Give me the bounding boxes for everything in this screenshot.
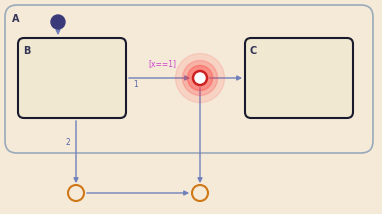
Circle shape (193, 71, 207, 85)
Circle shape (68, 185, 84, 201)
Circle shape (175, 54, 225, 103)
Text: C: C (250, 46, 257, 56)
Text: 1: 1 (133, 80, 138, 89)
Circle shape (192, 185, 208, 201)
FancyBboxPatch shape (245, 38, 353, 118)
Text: A: A (12, 14, 19, 24)
FancyBboxPatch shape (18, 38, 126, 118)
Circle shape (51, 15, 65, 29)
Circle shape (183, 61, 217, 95)
Text: [x==1]: [x==1] (148, 59, 176, 68)
Circle shape (188, 65, 213, 91)
FancyBboxPatch shape (5, 5, 373, 153)
Text: B: B (23, 46, 31, 56)
Text: 2: 2 (65, 138, 70, 147)
